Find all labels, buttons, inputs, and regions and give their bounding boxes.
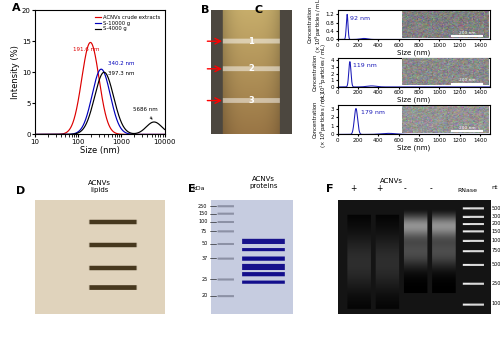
Text: B: B xyxy=(201,5,209,15)
Text: -: - xyxy=(430,184,432,193)
Text: ACNVs
proteins: ACNVs proteins xyxy=(249,175,278,189)
Text: A: A xyxy=(12,3,20,13)
Text: RNase: RNase xyxy=(457,188,477,193)
Text: 2: 2 xyxy=(248,64,254,73)
Text: band 2: band 2 xyxy=(436,60,458,65)
Text: kDa: kDa xyxy=(193,186,205,191)
Text: 1500: 1500 xyxy=(492,229,500,234)
Text: 340.2 nm: 340.2 nm xyxy=(108,61,135,66)
Text: 3000: 3000 xyxy=(492,214,500,219)
Text: 1000: 1000 xyxy=(492,238,500,243)
Text: 1: 1 xyxy=(248,37,254,46)
Text: 25: 25 xyxy=(201,276,207,282)
Text: 119 nm: 119 nm xyxy=(354,64,378,68)
Text: 92 nm: 92 nm xyxy=(350,16,370,21)
X-axis label: Size (nm): Size (nm) xyxy=(398,144,430,151)
Text: 50: 50 xyxy=(201,241,207,246)
Text: F: F xyxy=(326,184,333,194)
Text: +: + xyxy=(376,184,382,193)
Text: ACNVs: ACNVs xyxy=(380,178,402,184)
X-axis label: Size (nm): Size (nm) xyxy=(398,97,430,103)
X-axis label: Size (nm): Size (nm) xyxy=(398,49,430,56)
X-axis label: Size (nm): Size (nm) xyxy=(80,146,120,155)
Text: ACNVs
lipids: ACNVs lipids xyxy=(88,180,112,193)
Text: 75: 75 xyxy=(201,229,207,234)
Text: 191.6 nm: 191.6 nm xyxy=(73,47,100,51)
Y-axis label: Intensity (%): Intensity (%) xyxy=(12,45,20,99)
Text: band 3: band 3 xyxy=(436,107,458,113)
Text: -: - xyxy=(404,184,406,193)
Text: 500: 500 xyxy=(492,262,500,267)
Text: 5686 nm: 5686 nm xyxy=(132,107,158,119)
Text: 250: 250 xyxy=(198,204,207,209)
Text: 397.3 nm: 397.3 nm xyxy=(108,71,135,76)
Legend: ACNVs crude extracts, S-10000 g, S-4000 g: ACNVs crude extracts, S-10000 g, S-4000 … xyxy=(92,13,162,33)
Text: 100: 100 xyxy=(198,219,207,224)
Text: band 1: band 1 xyxy=(436,13,458,18)
Text: +: + xyxy=(350,184,356,193)
Y-axis label: Concentration
(× 10$^{11}$particles / mL): Concentration (× 10$^{11}$particles / mL… xyxy=(312,43,330,102)
Text: 250: 250 xyxy=(492,281,500,286)
Y-axis label: Concentration
(× 10$^{9}$particles / mL): Concentration (× 10$^{9}$particles / mL) xyxy=(308,0,324,53)
Text: nt: nt xyxy=(492,185,498,190)
Text: E: E xyxy=(188,184,196,194)
Text: 3: 3 xyxy=(248,96,254,105)
Text: 100: 100 xyxy=(492,301,500,307)
Text: C: C xyxy=(254,5,262,15)
Text: 150: 150 xyxy=(198,211,207,216)
Text: 37: 37 xyxy=(201,256,207,261)
Text: 2000: 2000 xyxy=(492,221,500,226)
Y-axis label: Concentration
(× 10$^{9}$particles / mL): Concentration (× 10$^{9}$particles / mL) xyxy=(312,92,330,148)
Text: D: D xyxy=(16,186,25,196)
Text: 179 nm: 179 nm xyxy=(362,110,386,115)
Text: 20: 20 xyxy=(201,293,207,298)
Text: 750: 750 xyxy=(492,248,500,254)
Text: 5000: 5000 xyxy=(492,206,500,211)
